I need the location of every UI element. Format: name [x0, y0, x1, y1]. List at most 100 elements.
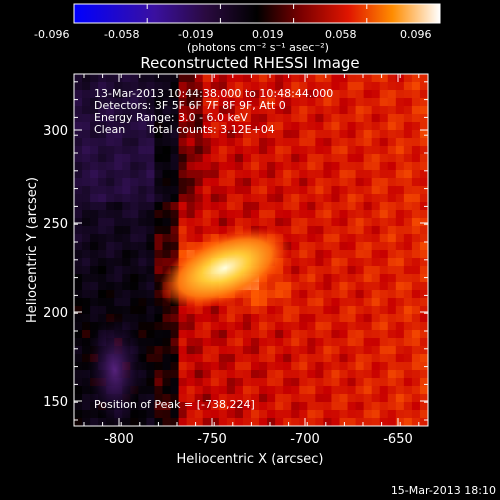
- image-pixel: [419, 226, 428, 235]
- image-pixel: [339, 186, 349, 195]
- image-pixel: [90, 154, 99, 163]
- image-pixel: [403, 202, 413, 211]
- image-pixel: [122, 298, 131, 307]
- image-pixel: [323, 362, 333, 371]
- image-pixel: [251, 362, 260, 371]
- image-pixel: [411, 354, 421, 363]
- image-pixel: [82, 410, 91, 419]
- image-pixel: [347, 298, 357, 307]
- image-pixel: [98, 202, 107, 211]
- image-pixel: [379, 202, 389, 211]
- image-pixel: [146, 410, 156, 419]
- image-pixel: [355, 114, 365, 123]
- image-pixel: [299, 298, 308, 307]
- image-pixel: [339, 178, 349, 187]
- image-pixel: [186, 354, 196, 363]
- image-pixel: [210, 338, 220, 347]
- image-pixel: [154, 266, 164, 275]
- image-pixel: [267, 394, 276, 403]
- image-pixel: [154, 130, 164, 139]
- image-pixel: [307, 226, 316, 235]
- image-pixel: [363, 186, 373, 195]
- image-pixel: [146, 186, 156, 195]
- image-pixel: [74, 362, 83, 371]
- image-pixel: [74, 290, 83, 299]
- image-pixel: [146, 178, 156, 187]
- image-pixel: [202, 170, 212, 179]
- image-pixel: [299, 402, 308, 411]
- image-pixel: [114, 282, 123, 291]
- image-pixel: [146, 106, 156, 115]
- image-pixel: [74, 122, 83, 131]
- image-pixel: [363, 362, 373, 371]
- image-pixel: [130, 74, 139, 83]
- image-pixel: [339, 402, 349, 411]
- image-pixel: [371, 402, 381, 411]
- image-pixel: [170, 90, 180, 99]
- image-pixel: [234, 194, 244, 203]
- image-pixel: [267, 306, 276, 315]
- image-pixel: [371, 258, 381, 267]
- image-pixel: [98, 74, 107, 83]
- image-pixel: [387, 274, 397, 283]
- image-pixel: [162, 354, 172, 363]
- image-pixel: [307, 250, 316, 259]
- image-pixel: [74, 146, 83, 155]
- image-pixel: [299, 242, 308, 251]
- image-pixel: [307, 162, 316, 171]
- image-pixel: [162, 242, 172, 251]
- image-pixel: [106, 170, 115, 179]
- image-pixel: [74, 378, 83, 387]
- image-pixel: [307, 194, 316, 203]
- image-pixel: [178, 418, 188, 426]
- image-pixel: [355, 370, 365, 379]
- image-pixel: [106, 218, 115, 227]
- image-pixel: [371, 362, 381, 371]
- image-pixel: [315, 250, 325, 259]
- image-pixel: [363, 386, 373, 395]
- image-pixel: [379, 138, 389, 147]
- image-pixel: [138, 322, 148, 331]
- image-pixel: [379, 330, 389, 339]
- image-pixel: [234, 346, 244, 355]
- image-pixel: [138, 290, 148, 299]
- image-pixel: [162, 338, 172, 347]
- image-pixel: [363, 298, 373, 307]
- image-pixel: [419, 242, 428, 251]
- image-pixel: [82, 282, 91, 291]
- plot-title: Reconstructed RHESSI Image: [140, 54, 359, 72]
- image-pixel: [387, 250, 397, 259]
- image-pixel: [347, 274, 357, 283]
- image-pixel: [154, 354, 164, 363]
- image-pixel: [307, 418, 316, 426]
- image-pixel: [315, 258, 325, 267]
- image-pixel: [371, 282, 381, 291]
- image-pixel: [234, 394, 244, 403]
- image-pixel: [138, 210, 148, 219]
- image-pixel: [178, 138, 188, 147]
- image-pixel: [395, 314, 405, 323]
- image-pixel: [387, 410, 397, 419]
- image-pixel: [251, 330, 260, 339]
- image-pixel: [379, 386, 389, 395]
- image-pixel: [379, 82, 389, 91]
- image-pixel: [299, 290, 308, 299]
- image-pixel: [226, 146, 236, 155]
- image-pixel: [218, 378, 228, 387]
- image-pixel: [315, 114, 325, 123]
- image-pixel: [315, 402, 325, 411]
- image-pixel: [162, 306, 172, 315]
- image-pixel: [387, 234, 397, 243]
- image-pixel: [130, 298, 139, 307]
- image-pixel: [387, 162, 397, 171]
- image-pixel: [419, 418, 428, 426]
- image-pixel: [251, 138, 260, 147]
- image-pixel: [146, 210, 156, 219]
- image-pixel: [419, 346, 428, 355]
- image-pixel: [275, 202, 284, 211]
- image-pixel: [98, 162, 107, 171]
- image-pixel: [283, 410, 292, 419]
- image-pixel: [355, 258, 365, 267]
- image-pixel: [82, 418, 91, 426]
- image-pixel: [242, 210, 252, 219]
